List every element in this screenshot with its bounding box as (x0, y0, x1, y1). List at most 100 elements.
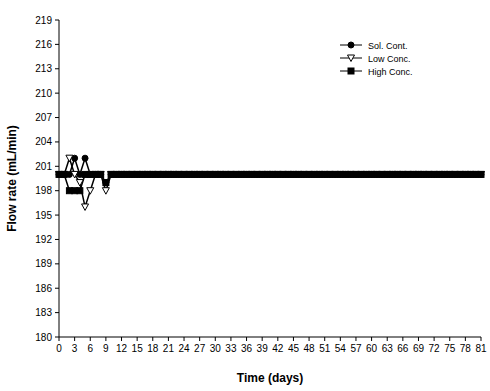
x-tick-label: 3 (72, 343, 78, 354)
y-axis-title: Flow rate (mL/min) (5, 125, 19, 232)
y-tick (55, 288, 59, 289)
legend: Sol. Cont. Low Conc. High Conc. (340, 41, 413, 77)
x-tick-label: 6 (87, 343, 93, 354)
y-tick (55, 68, 59, 69)
x-tick (309, 337, 310, 341)
data-point (71, 171, 78, 178)
x-tick-label: 21 (163, 343, 175, 354)
data-point (478, 171, 484, 177)
x-tick (184, 337, 185, 341)
data-point (98, 171, 104, 177)
x-tick-label: 51 (319, 343, 331, 354)
x-tick (449, 337, 450, 341)
y-tick (55, 263, 59, 264)
x-tick-label: 12 (116, 343, 128, 354)
data-point (102, 188, 109, 195)
y-tick-label: 207 (35, 112, 52, 123)
data-point (61, 171, 67, 177)
x-tick-label: 0 (56, 343, 62, 354)
x-tick-label: 18 (147, 343, 159, 354)
legend-label: Sol. Cont. (368, 41, 408, 51)
x-tick (402, 337, 403, 341)
x-tick (215, 337, 216, 341)
y-tick-label: 204 (35, 136, 52, 147)
y-tick (55, 190, 59, 191)
x-tick-label: 39 (257, 343, 269, 354)
x-axis-line (59, 337, 481, 338)
x-tick-label: 48 (304, 343, 316, 354)
x-tick-label: 63 (382, 343, 394, 354)
data-point (82, 204, 89, 211)
data-point (103, 180, 109, 186)
background (0, 0, 490, 391)
y-tick-label: 219 (35, 15, 52, 26)
x-tick (121, 337, 122, 341)
data-point (98, 171, 104, 177)
data-point (82, 155, 88, 161)
y-tick (55, 44, 59, 45)
y-tick-label: 201 (35, 161, 52, 172)
x-tick-label: 54 (335, 343, 347, 354)
data-point (66, 155, 73, 162)
y-tick (55, 337, 59, 338)
x-tick (262, 337, 263, 341)
x-tick (168, 337, 169, 341)
x-tick (277, 337, 278, 341)
data-point (61, 171, 67, 177)
y-tick-label: 198 (35, 185, 52, 196)
legend-marker (348, 55, 355, 62)
x-tick-label: 66 (397, 343, 409, 354)
y-tick-label: 213 (35, 63, 52, 74)
x-tick (293, 337, 294, 341)
x-tick-label: 60 (366, 343, 378, 354)
y-tick (55, 239, 59, 240)
x-tick-label: 69 (413, 343, 425, 354)
data-point (97, 171, 104, 178)
legend-label: High Conc. (368, 67, 413, 77)
x-axis-title: Time (days) (237, 371, 303, 385)
series-line (59, 158, 481, 207)
x-tick (74, 337, 75, 341)
x-tick (105, 337, 106, 341)
x-tick-label: 45 (288, 343, 300, 354)
y-tick (55, 312, 59, 313)
y-tick (55, 141, 59, 142)
x-tick (152, 337, 153, 341)
chart: 1801831861891921951982012042072102132162… (0, 0, 490, 391)
series-line (59, 158, 481, 182)
y-tick-label: 180 (35, 332, 52, 343)
data-point (61, 171, 68, 178)
y-tick-label: 195 (35, 210, 52, 221)
x-tick (371, 337, 372, 341)
x-tick-label: 75 (444, 343, 456, 354)
x-tick-label: 15 (132, 343, 144, 354)
x-tick-label: 36 (241, 343, 253, 354)
x-tick-label: 42 (272, 343, 284, 354)
data-point (478, 171, 484, 177)
legend-marker (348, 42, 354, 48)
x-tick (324, 337, 325, 341)
x-tick (465, 337, 466, 341)
data-point (76, 180, 83, 187)
y-tick-label: 216 (35, 39, 52, 50)
y-tick-label: 210 (35, 88, 52, 99)
x-tick (137, 337, 138, 341)
x-tick-label: 57 (350, 343, 362, 354)
x-tick (230, 337, 231, 341)
x-tick-label: 81 (475, 343, 487, 354)
data-point (77, 188, 83, 194)
y-tick-label: 186 (35, 283, 52, 294)
legend-label: Low Conc. (368, 54, 411, 64)
x-tick (434, 337, 435, 341)
x-tick (340, 337, 341, 341)
data-point (103, 180, 109, 186)
y-tick-label: 192 (35, 234, 52, 245)
x-tick (59, 337, 60, 341)
x-tick-label: 9 (103, 343, 109, 354)
x-tick (90, 337, 91, 341)
x-tick-label: 33 (225, 343, 237, 354)
x-tick (418, 337, 419, 341)
x-tick-label: 30 (210, 343, 222, 354)
data-point (478, 171, 485, 178)
y-tick (55, 20, 59, 21)
